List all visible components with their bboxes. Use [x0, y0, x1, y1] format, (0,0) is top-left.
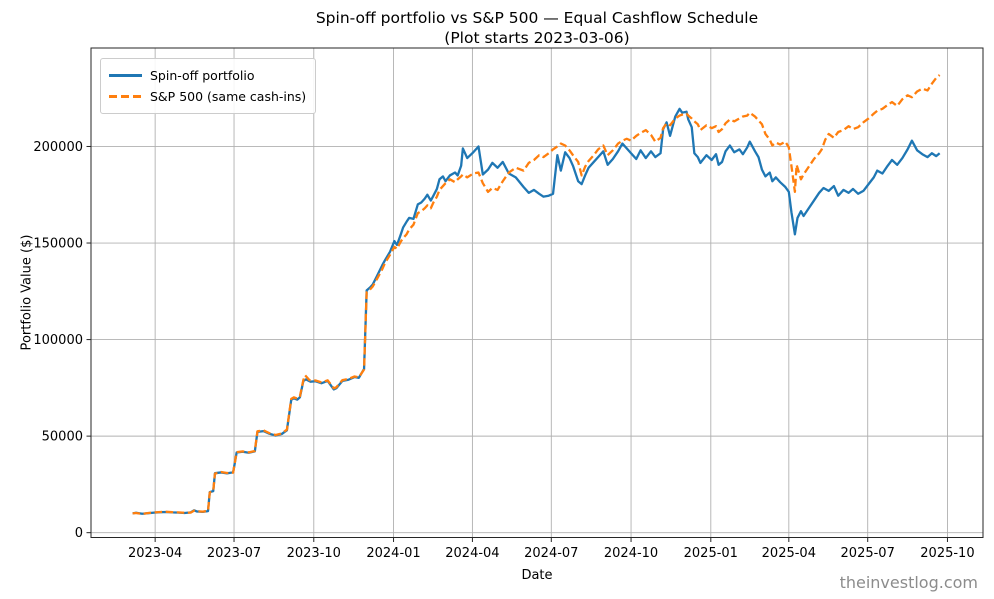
x-tick-label: 2024-01 [366, 546, 420, 561]
series-line-sp500 [132, 74, 941, 516]
x-tick-label: 2024-10 [604, 546, 658, 561]
x-tick-label: 2025-10 [920, 546, 974, 561]
chart-title: Spin-off portfolio vs S&P 500 — Equal Ca… [315, 9, 759, 27]
chart-subtitle: (Plot starts 2023-03-06) [444, 29, 630, 47]
y-tick-label: 0 [75, 526, 83, 541]
sp500-line-sample-icon [109, 95, 142, 98]
x-axis-label: Date [521, 568, 553, 583]
x-tick-label: 2025-01 [684, 546, 738, 561]
legend-label-spinoff: Spin-off portfolio [150, 68, 255, 83]
spinoff-line-sample-icon [109, 74, 142, 77]
legend-item-sp500: S&P 500 (same cash-ins) [109, 86, 307, 107]
x-tick-label: 2025-07 [841, 546, 895, 561]
x-tick-label: 2023-10 [287, 546, 341, 561]
watermark: theinvestlog.com [839, 573, 978, 592]
y-tick-label: 50000 [42, 430, 83, 445]
axes-border [90, 47, 984, 538]
legend-label-sp500: S&P 500 (same cash-ins) [150, 89, 307, 104]
x-tick-label: 2024-04 [445, 546, 499, 561]
series-line-spinoff [132, 107, 941, 515]
x-tick-label: 2023-07 [207, 546, 261, 561]
y-tick-label: 150000 [33, 237, 83, 252]
y-axis-label: Portfolio Value ($) [19, 234, 35, 351]
y-tick-label: 100000 [33, 333, 83, 348]
legend: Spin-off portfolio S&P 500 (same cash-in… [100, 58, 316, 114]
x-tick-label: 2025-04 [762, 546, 816, 561]
y-tick-label: 200000 [33, 140, 83, 155]
x-tick-label: 2024-07 [524, 546, 578, 561]
legend-item-spinoff: Spin-off portfolio [109, 65, 305, 86]
x-tick-label: 2023-04 [128, 546, 182, 561]
